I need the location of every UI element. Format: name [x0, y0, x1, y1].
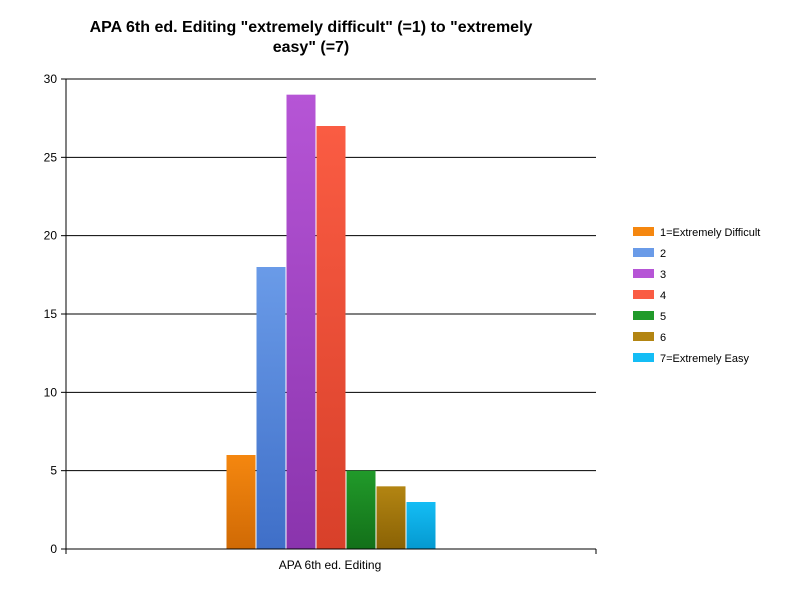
y-axis-tick-labels: 0 5 10 15 20 25 30 — [44, 72, 58, 556]
legend-label-7: 7=Extremely Easy — [660, 353, 749, 365]
legend-label-4: 4 — [660, 290, 666, 302]
legend: 1=Extremely Difficult 2 3 4 5 6 7=Extremely Ea… — [633, 227, 760, 365]
chart-title-line-1: APA 6th ed. Editing "extremely difficult… — [90, 19, 533, 36]
bar-series-3 — [286, 94, 316, 550]
y-tick-label: 15 — [44, 307, 58, 321]
legend-label-1: 1=Extremely Difficult — [660, 227, 760, 239]
x-axis-category-label: APA 6th ed. Editing — [279, 558, 382, 572]
y-tick-label: 5 — [50, 464, 57, 478]
legend-swatch-4 — [633, 290, 654, 299]
bar-series-4 — [316, 126, 346, 549]
legend-label-3: 3 — [660, 269, 666, 281]
legend-swatch-2 — [633, 248, 654, 257]
axes — [65, 79, 597, 554]
legend-label-2: 2 — [660, 248, 666, 260]
bar-series-2 — [256, 267, 286, 549]
legend-label-5: 5 — [660, 311, 666, 323]
y-tick-label: 30 — [44, 72, 58, 86]
legend-label-6: 6 — [660, 332, 666, 344]
bar-series-7 — [406, 502, 436, 549]
y-tick-label: 10 — [44, 385, 58, 399]
legend-swatch-3 — [633, 269, 654, 278]
legend-swatch-6 — [633, 332, 654, 341]
bar-series-5 — [346, 470, 376, 549]
chart-title-line-2: easy" (=7) — [273, 39, 350, 56]
bar-series-1 — [226, 455, 256, 549]
y-tick-label: 25 — [44, 150, 58, 164]
legend-swatch-7 — [633, 353, 654, 362]
y-tick-label: 20 — [44, 229, 58, 243]
bar-series-6 — [376, 486, 406, 549]
legend-swatch-1 — [633, 227, 654, 236]
legend-swatch-5 — [633, 311, 654, 320]
y-tick-label: 0 — [50, 542, 57, 556]
bars — [226, 94, 436, 550]
chart-title: APA 6th ed. Editing "extremely difficult… — [90, 19, 533, 56]
